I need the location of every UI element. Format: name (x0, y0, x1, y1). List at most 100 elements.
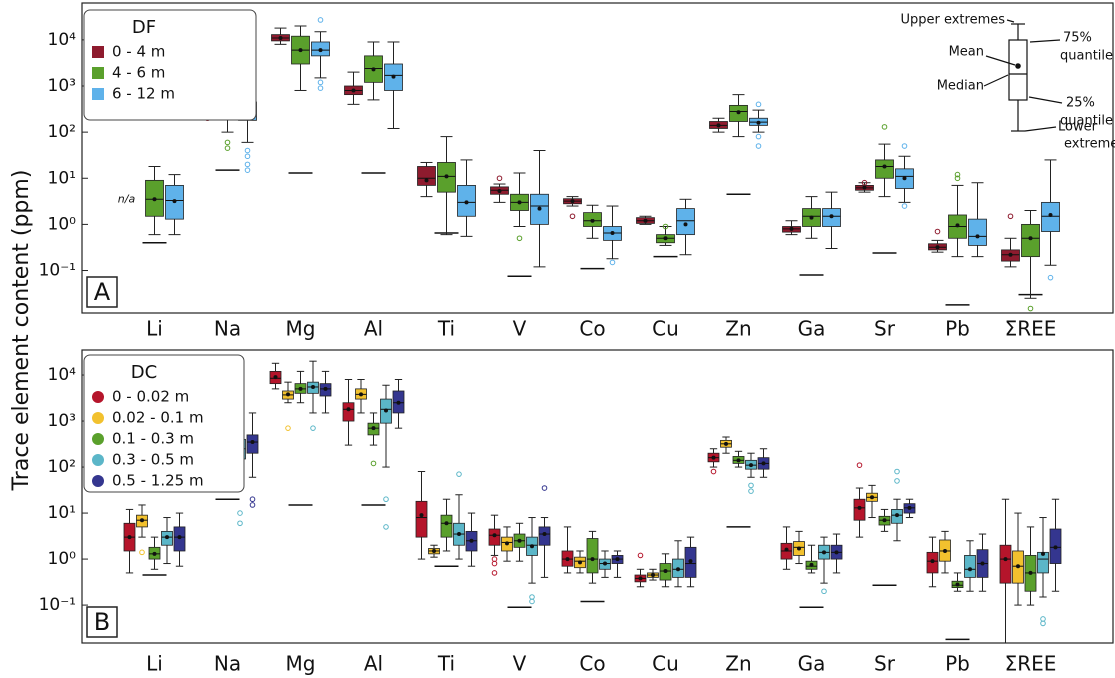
outlier (383, 496, 389, 503)
mean (464, 200, 469, 205)
outlier (370, 460, 377, 467)
outlier (139, 549, 145, 556)
legend-title: DF (132, 17, 156, 38)
outlier (755, 101, 762, 108)
y-tick-label: 10¹ (48, 503, 76, 523)
outlier (317, 79, 324, 86)
x-tick-label: ΣREE (1005, 317, 1057, 341)
y-tick-label: 10⁰ (48, 549, 77, 569)
mean (749, 463, 753, 468)
annotation: 25% (1066, 96, 1095, 111)
outlier (541, 485, 548, 491)
outlier (569, 213, 576, 220)
outlier (748, 488, 754, 494)
outlier (662, 223, 669, 230)
plot-frame (81, 2, 1114, 314)
mean (822, 550, 826, 555)
mean (1041, 551, 1045, 556)
box (246, 434, 259, 454)
x-tick-label: Na (214, 652, 241, 676)
legend-swatch (92, 88, 104, 100)
outlier (317, 85, 324, 91)
y-tick-label: 10⁻¹ (39, 261, 76, 281)
mean (590, 557, 595, 562)
mean (1003, 557, 1008, 562)
legend-swatch (92, 475, 104, 487)
mean (968, 567, 972, 572)
mean (756, 120, 761, 125)
mean (318, 48, 323, 53)
outlier (237, 510, 243, 516)
outlier (637, 552, 644, 559)
box (964, 555, 976, 578)
mean (1028, 236, 1033, 241)
mean (724, 441, 728, 446)
mean (469, 538, 474, 543)
mean (683, 222, 688, 227)
legend-swatch (92, 67, 104, 79)
box (440, 514, 453, 538)
outlier (529, 594, 535, 600)
mean (955, 223, 960, 228)
mean (152, 551, 157, 556)
mean (930, 559, 935, 564)
mean (396, 400, 401, 405)
mean (273, 375, 278, 380)
legend-title: DC (131, 362, 157, 383)
annotation: 75% (1063, 31, 1092, 46)
mean (1048, 212, 1053, 217)
mean (789, 226, 794, 231)
outlier (894, 478, 900, 484)
mean (371, 67, 376, 72)
mean (172, 199, 177, 204)
outlier (1040, 620, 1046, 627)
mean (530, 544, 534, 549)
mean (784, 547, 789, 552)
x-tick-label: Ti (437, 652, 455, 676)
outlier (1007, 213, 1014, 220)
mean (346, 407, 351, 412)
x-tick-label: Zn (725, 317, 751, 341)
y-tick-label: 10² (48, 457, 76, 477)
y-tick-label: 10³ (48, 411, 76, 431)
outlier (491, 560, 498, 567)
legend-swatch (92, 454, 104, 466)
outlier (491, 570, 498, 576)
annotation: extremes (1064, 137, 1115, 152)
outlier (755, 143, 762, 149)
mean (298, 48, 303, 53)
mean (663, 569, 668, 574)
box (538, 526, 551, 546)
mean (371, 426, 376, 431)
mean (391, 74, 396, 79)
y-tick-label: 10⁴ (48, 365, 77, 385)
x-tick-label: Mg (286, 317, 316, 341)
mean (688, 559, 693, 564)
x-tick-label: Zn (725, 652, 751, 676)
outlier (244, 167, 251, 173)
mean (286, 392, 290, 397)
x-tick-label: Sr (874, 317, 896, 341)
mean (736, 458, 741, 463)
outlier (310, 425, 316, 431)
outlier (748, 482, 754, 489)
mean (902, 176, 907, 181)
outlier (491, 556, 498, 562)
panel-label-frame (86, 276, 118, 308)
annotation: Upper extremes (900, 13, 1005, 28)
legend: DC 0 - 0.02 m 0.02 - 0.1 m 0.1 - 0.3 m 0.3 -… (83, 354, 245, 493)
outlier (285, 425, 291, 431)
mean (1016, 564, 1020, 569)
x-tick-label: Co (579, 317, 605, 341)
outlier (856, 462, 863, 468)
panel-label: A (94, 278, 111, 306)
box (999, 544, 1012, 584)
mean (829, 214, 834, 219)
outlier (244, 153, 251, 160)
box (968, 218, 987, 246)
x-tick-label: Cu (652, 317, 679, 341)
mean (127, 535, 132, 540)
annotation: quantile (1060, 49, 1113, 64)
legend-label: 0 - 0.02 m (112, 388, 189, 406)
mean (537, 206, 542, 211)
